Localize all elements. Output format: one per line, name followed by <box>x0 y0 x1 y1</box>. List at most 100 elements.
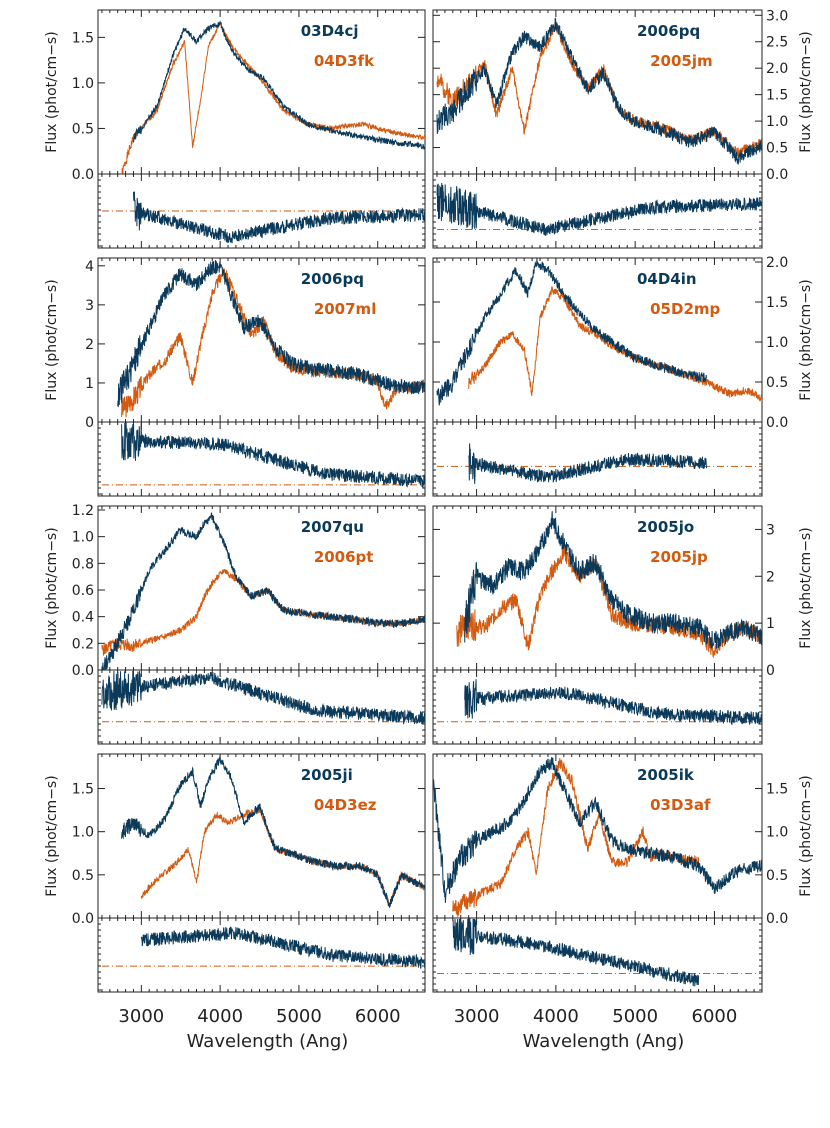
comparison-series-name: 04D3ez <box>314 796 377 814</box>
x-axis-label: Wavelength (Ang) <box>187 1031 349 1052</box>
comparison-series-name: 03D3af <box>650 796 711 814</box>
y-tick-label: 1.5 <box>766 782 788 798</box>
y-tick-label: 0.5 <box>766 141 788 157</box>
y-axis-label: Flux (phot/cm−s) <box>798 775 814 896</box>
main-plot-frame <box>432 257 763 423</box>
y-tick-label: 1.0 <box>766 335 788 351</box>
residual-line <box>464 679 762 726</box>
x-tick-label: 5000 <box>276 1006 322 1027</box>
residual-line <box>436 182 762 236</box>
y-tick-label: 0.4 <box>72 610 94 626</box>
y-axis-label: Flux (phot/cm−s) <box>44 279 60 400</box>
y-tick-label: 1.0 <box>72 76 94 92</box>
y-tick-label: 3 <box>766 522 775 538</box>
residual-line <box>140 926 425 969</box>
residual-line <box>121 422 425 488</box>
main-plot-frame <box>97 505 426 671</box>
residual-line <box>452 918 700 987</box>
x-axis-label: Wavelength (Ang) <box>523 1031 685 1052</box>
y-tick-label: 0.0 <box>72 167 94 183</box>
y-tick-label: 0.2 <box>72 636 94 652</box>
y-tick-label: 0.8 <box>72 556 94 572</box>
panel-6: 0 1 2 3 Flux (phot/cm−s) 2005jo 2005jp <box>432 505 814 745</box>
residual-plot-frame <box>97 917 426 993</box>
main-plot-frame <box>97 9 426 175</box>
y-tick-label: 0 <box>85 415 94 431</box>
y-tick-label: 3.0 <box>766 8 788 24</box>
y-axis-label: Flux (phot/cm−s) <box>798 31 814 152</box>
y-tick-label: 0.5 <box>766 868 788 884</box>
residual-plot-frame <box>432 421 763 497</box>
comparison-series-name: 2006pt <box>314 548 374 566</box>
residual-line <box>468 443 707 484</box>
comparison-spectrum-line <box>456 545 762 659</box>
reference-series-name: 2006pq <box>637 22 700 40</box>
reference-series-name: 2005ji <box>301 766 353 784</box>
reference-spectrum-line <box>436 17 762 165</box>
y-tick-label: 2.0 <box>766 61 788 77</box>
panel-5: 0.0 0.2 0.4 0.6 0.8 1.0 1.2 Flux (phot/cm−s) 200… <box>44 503 426 745</box>
y-tick-label: 2 <box>766 569 775 585</box>
reference-spectrum-line <box>436 258 707 406</box>
y-tick-label: 0.5 <box>766 375 788 391</box>
x-tick-label: 4000 <box>197 1006 243 1027</box>
reference-spectrum-line <box>433 757 762 903</box>
comparison-spectrum-line <box>452 758 700 917</box>
comparison-series-name: 05D2mp <box>650 300 720 318</box>
y-tick-label: 0.5 <box>72 121 94 137</box>
reference-series-name: 2006pq <box>301 270 364 288</box>
x-tick-label: 5000 <box>612 1006 658 1027</box>
residual-line <box>133 191 425 244</box>
residual-plot-frame <box>432 917 763 993</box>
panel-2: 0.0 0.5 1.0 1.5 2.0 2.5 3.0 Flux (phot/cm−s) 200… <box>432 8 814 249</box>
x-tick-label: 3000 <box>454 1006 500 1027</box>
y-axis-label: Flux (phot/cm−s) <box>44 527 60 648</box>
y-tick-label: 0.0 <box>766 911 788 927</box>
panel-3: 0 1 2 3 4 Flux (phot/cm−s) 2006pq 2007ml <box>44 257 426 497</box>
x-tick-label: 4000 <box>533 1006 579 1027</box>
y-tick-label: 1.5 <box>72 30 94 46</box>
y-tick-label: 1 <box>85 376 94 392</box>
y-tick-label: 1.0 <box>766 825 788 841</box>
reference-spectrum-line <box>121 755 425 908</box>
residual-plot-frame <box>432 669 763 745</box>
comparison-series-name: 2005jm <box>650 52 713 70</box>
y-tick-label: 4 <box>85 259 94 275</box>
reference-series-name: 2007qu <box>301 518 364 536</box>
comparison-series-name: 2007ml <box>314 300 377 318</box>
panel-8: 0.0 0.5 1.0 1.5 Flux (phot/cm−s) 2005ik 03D3af <box>432 753 814 993</box>
residual-plot-frame <box>432 173 763 249</box>
y-tick-label: 1.5 <box>766 295 788 311</box>
y-tick-label: 1.5 <box>72 782 94 798</box>
y-tick-label: 0.0 <box>766 167 788 183</box>
reference-spectrum-line <box>464 511 762 650</box>
comparison-spectrum-line <box>436 21 762 158</box>
main-plot-frame <box>432 9 763 175</box>
comparison-series-name: 2005jp <box>650 548 708 566</box>
comparison-spectrum-line <box>140 808 425 908</box>
y-tick-label: 1.0 <box>72 825 94 841</box>
y-tick-label: 1 <box>766 616 775 632</box>
y-axis-label: Flux (phot/cm−s) <box>798 279 814 400</box>
reference-spectrum-line <box>117 259 425 408</box>
y-tick-label: 2.0 <box>766 255 788 271</box>
y-tick-label: 0.5 <box>72 868 94 884</box>
y-axis-label: Flux (phot/cm−s) <box>798 527 814 648</box>
x-tick-label: 6000 <box>355 1006 401 1027</box>
y-tick-label: 0.0 <box>72 663 94 679</box>
comparison-spectrum-line <box>121 21 425 176</box>
comparison-series-name: 04D3fk <box>314 52 375 70</box>
x-tick-label: 3000 <box>118 1006 164 1027</box>
y-tick-label: 2 <box>85 337 94 353</box>
reference-spectrum-line <box>101 512 425 672</box>
y-tick-label: 0.6 <box>72 583 94 599</box>
main-plot-frame <box>97 257 426 423</box>
reference-series-name: 04D4in <box>637 270 697 288</box>
residual-plot-frame <box>97 669 426 745</box>
y-tick-label: 1.0 <box>766 114 788 130</box>
panel-4: 0.0 0.5 1.0 1.5 2.0 Flux (phot/cm−s) 04D4in 05D… <box>432 255 814 497</box>
reference-series-name: 2005ik <box>637 766 695 784</box>
reference-series-name: 03D4cj <box>301 22 359 40</box>
y-tick-label: 0 <box>766 663 775 679</box>
